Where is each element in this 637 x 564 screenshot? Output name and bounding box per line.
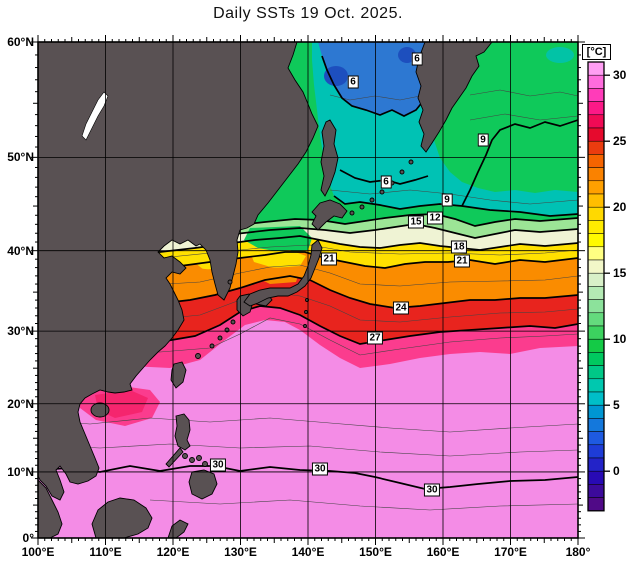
y-axis-label: 0° (22, 531, 34, 545)
colorbar-tick-label: 10 (613, 332, 627, 347)
contour-label: 6 (347, 75, 359, 89)
contour-label: 18 (450, 240, 468, 254)
contour-label: 21 (320, 252, 338, 266)
contour-label: 9 (477, 133, 489, 147)
x-axis-label: 100°E (21, 545, 55, 559)
contour-label: 30 (423, 483, 441, 497)
sea-temperature-field (38, 42, 578, 538)
colorbar-tick-label: 0 (613, 464, 620, 479)
chart-title: Daily SSTs 19 Oct. 2025. (213, 5, 403, 22)
contour-label: 21 (453, 254, 471, 268)
lake-baikal (81, 91, 109, 141)
colorbar-unit-label: [°C] (582, 44, 611, 60)
y-axis-label: 10°N (7, 464, 34, 479)
x-axis-label: 160°E (426, 545, 460, 559)
x-axis-label: 180° (565, 545, 591, 559)
colorbar-tick-label: 20 (613, 200, 627, 215)
graticule-grid (38, 42, 578, 538)
y-axis-label: 20°N (7, 396, 34, 411)
x-axis-label: 150°E (359, 545, 392, 559)
x-axis-label: 110°E (89, 545, 122, 559)
land-masses (38, 42, 493, 538)
y-axis-label: 50°N (7, 150, 34, 165)
plot-frame (37, 41, 579, 539)
colorbar-tick-label: 15 (613, 266, 627, 281)
contour-label: 30 (209, 458, 227, 472)
contour-label: 9 (441, 193, 453, 207)
colorbar-tick-label: 30 (613, 68, 627, 83)
contour-label: 6 (411, 52, 423, 66)
contour-label: 6 (380, 175, 392, 189)
y-axis-label: 40°N (7, 243, 34, 258)
x-axis-label: 170°E (494, 545, 527, 559)
contour-label: 30 (311, 462, 329, 476)
x-axis-label: 140°E (291, 545, 325, 559)
x-axis-label: 120°E (156, 545, 190, 559)
colorbar-tick-label: 5 (613, 398, 620, 413)
colorbar-tick-label: 25 (613, 134, 627, 149)
contour-label: 12 (426, 211, 444, 225)
y-axis-label: 30°N (7, 324, 34, 339)
contour-label: 24 (392, 301, 410, 315)
contour-label: 27 (366, 331, 384, 345)
y-axis-label: 60°N (7, 35, 34, 49)
contour-label: 15 (407, 215, 425, 229)
colorbar (587, 61, 610, 512)
x-axis-label: 130°E (224, 545, 257, 559)
